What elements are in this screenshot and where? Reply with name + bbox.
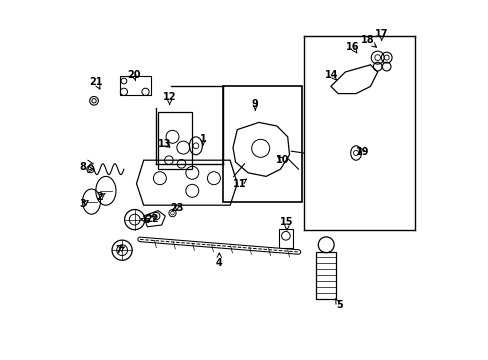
Text: 20: 20	[126, 69, 140, 80]
Bar	[158, 112, 192, 169]
Text: 19: 19	[355, 147, 368, 157]
Text: 6: 6	[143, 215, 150, 225]
Text: 3: 3	[80, 199, 86, 210]
Bar	[316, 252, 336, 299]
Text: 10: 10	[275, 155, 288, 165]
Text: 2: 2	[96, 192, 103, 202]
Text: 16: 16	[345, 42, 359, 52]
Text: 23: 23	[170, 203, 183, 213]
Text: 12: 12	[163, 92, 176, 102]
Bar	[223, 86, 302, 202]
Text: 9: 9	[251, 99, 258, 109]
Text: 1: 1	[199, 134, 206, 144]
Text: 5: 5	[335, 300, 342, 310]
Text: 22: 22	[145, 214, 159, 224]
Text: 13: 13	[158, 139, 171, 149]
Text: 4: 4	[216, 258, 222, 268]
Text: 21: 21	[89, 77, 102, 87]
Text: 18: 18	[361, 35, 374, 45]
Text: 8: 8	[80, 162, 86, 172]
Text: 11: 11	[233, 179, 246, 189]
Bar	[278, 229, 292, 248]
Bar	[120, 76, 151, 95]
Text: 15: 15	[280, 217, 293, 228]
Text: 7: 7	[116, 245, 122, 255]
Text: 14: 14	[324, 69, 338, 80]
Text: 17: 17	[374, 29, 388, 39]
